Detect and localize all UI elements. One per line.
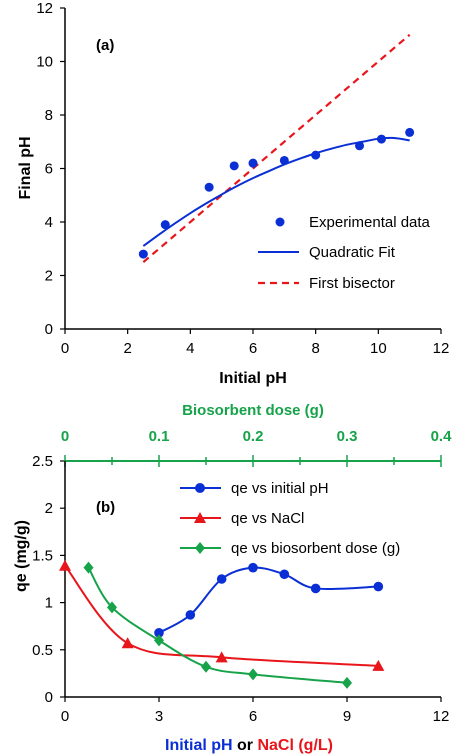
b-legend-marker-ph	[195, 483, 205, 493]
b-legend: qe vs initial pH qe vs NaCl qe vs biosor…	[180, 480, 400, 557]
b-series-line-1	[64, 565, 379, 667]
b-point-dose	[201, 660, 211, 673]
a-legend: Experimental data Quadratic Fit First bi…	[258, 214, 431, 292]
a-experimental-point	[355, 141, 365, 151]
b-y-tick-label: 1.5	[32, 547, 53, 564]
b-y-tick-label: 0.5	[32, 642, 53, 659]
a-x-tick-label: 2	[123, 340, 131, 357]
b-x-axis-title-nacl: NaCl (g/L)	[257, 737, 333, 754]
b-x-tick-label: 9	[343, 708, 351, 725]
a-x-tick-label: 8	[311, 340, 319, 357]
a-experimental-point	[248, 158, 258, 168]
a-x-tick-label: 12	[433, 340, 450, 357]
b-x-tick-label: 3	[155, 708, 163, 725]
b-x-tick-label: 12	[433, 708, 450, 725]
a-legend-label-experimental: Experimental data	[309, 214, 431, 231]
b-x-tick-label: 0	[61, 708, 69, 725]
b-point-nacl	[121, 637, 134, 649]
b-top-tick-label: 0.3	[337, 428, 358, 445]
a-legend-marker-experimental	[275, 217, 285, 227]
b-y-tick-label: 0	[45, 689, 53, 706]
b-top-tick-label: 0.2	[243, 428, 264, 445]
b-top-tick-label: 0.4	[431, 428, 453, 445]
b-point-ph	[310, 583, 321, 594]
a-panel-label: (a)	[96, 37, 114, 54]
a-experimental-point	[405, 127, 415, 137]
b-top-tick-label: 0.1	[149, 428, 170, 445]
a-y-tick-label: 2	[45, 268, 53, 285]
b-x-axis-title-ph: Initial pH	[165, 737, 233, 754]
b-point-ph	[279, 569, 290, 580]
panel-a: 0 2 4 6 8 10 12 0 2 4 6 8 10 12 (a) Initial pH Final …	[17, 0, 449, 387]
b-point-dose	[154, 634, 164, 647]
b-series-line-2	[87, 567, 348, 684]
a-experimental-point	[160, 220, 170, 230]
b-top-axis-title: Biosorbent dose (g)	[182, 402, 324, 419]
b-point-dose	[83, 561, 94, 574]
a-quadratic-fit-line	[142, 136, 410, 247]
a-y-tick-label: 10	[36, 54, 53, 71]
b-legend-label-ph: qe vs initial pH	[231, 480, 329, 497]
a-experimental-point	[376, 134, 386, 144]
b-point-nacl	[59, 559, 71, 571]
b-panel-label: (b)	[96, 499, 115, 516]
b-point-dose	[107, 601, 117, 614]
a-legend-label-bisector: First bisector	[309, 275, 395, 292]
a-x-axis-title: Initial pH	[219, 370, 287, 387]
b-x-axis-title: Initial pH or NaCl (g/L)	[165, 737, 333, 754]
b-top-tick-label: 0	[61, 428, 69, 445]
b-legend-marker-nacl	[194, 512, 206, 523]
a-x-tick-label: 6	[249, 340, 257, 357]
b-x-axis-title-or: or	[233, 737, 258, 754]
a-y-tick-label: 4	[45, 214, 53, 231]
b-y-tick-label: 2.5	[32, 453, 53, 470]
a-y-tick-label: 8	[45, 107, 53, 124]
a-y-axis-title: Final pH	[17, 136, 34, 199]
a-experimental-point	[204, 182, 214, 192]
a-experimental-point	[229, 161, 239, 171]
b-point-ph	[154, 628, 164, 638]
panel-b: Biosorbent dose (g) 0 3 6 9 12 0 0.5 1 1.5 2 2.5 0 0…	[13, 402, 452, 754]
b-legend-label-nacl: qe vs NaCl	[231, 510, 304, 527]
a-x-tick-label: 4	[186, 340, 194, 357]
a-experimental-point	[138, 249, 148, 259]
b-point-nacl	[215, 651, 228, 663]
b-y-tick-label: 1	[45, 595, 53, 612]
a-x-tick-label: 0	[61, 340, 69, 357]
a-experimental-point	[311, 150, 321, 160]
a-legend-label-quadratic: Quadratic Fit	[309, 244, 396, 261]
b-point-nacl	[372, 659, 385, 671]
b-legend-label-dose: qe vs biosorbent dose (g)	[231, 540, 400, 557]
a-y-tick-label: 6	[45, 161, 53, 178]
a-x-tick-label: 10	[370, 340, 387, 357]
b-point-ph	[185, 610, 196, 620]
b-point-ph	[248, 562, 258, 573]
b-y-axis-title: qe (mg/g)	[13, 520, 30, 592]
b-point-dose	[342, 676, 352, 689]
b-y-tick-label: 2	[45, 500, 53, 517]
b-point-ph	[216, 574, 227, 584]
b-point-ph	[373, 581, 384, 592]
a-y-tick-label: 12	[36, 0, 53, 17]
b-legend-marker-dose	[195, 542, 205, 554]
b-series-line-0	[158, 566, 379, 634]
a-y-tick-label: 0	[45, 321, 53, 338]
a-experimental-point	[279, 155, 289, 165]
a-first-bisector-line	[142, 33, 411, 263]
b-point-dose	[248, 668, 258, 681]
b-x-tick-label: 6	[249, 708, 257, 725]
